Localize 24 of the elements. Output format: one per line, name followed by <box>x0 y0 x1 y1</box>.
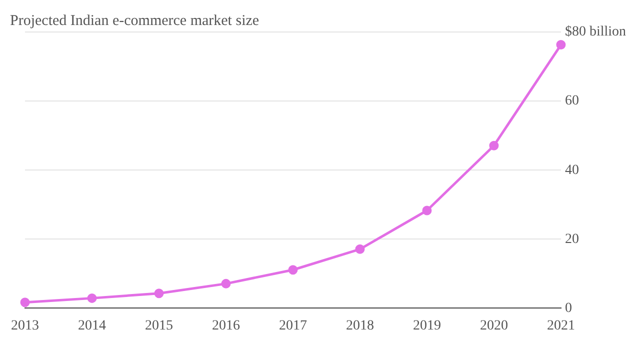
point <box>154 288 164 298</box>
x-tick-label: 2013 <box>11 318 39 334</box>
point <box>556 40 566 50</box>
x-tick-label: 2016 <box>212 318 240 334</box>
x-tick-label: 2017 <box>278 318 307 334</box>
y-tick-label: 20 <box>564 232 579 247</box>
x-tick-label: 2014 <box>78 318 106 334</box>
y-tick-label: $80 billion <box>564 24 626 40</box>
point <box>288 265 298 275</box>
point <box>20 298 30 308</box>
point <box>355 244 365 254</box>
y-tick-label: 60 <box>564 94 579 109</box>
x-tick-label: 2019 <box>412 318 441 334</box>
point <box>489 140 499 150</box>
x-tick-label: 2018 <box>346 318 374 334</box>
point <box>422 206 432 216</box>
point <box>221 278 231 288</box>
x-tick-label: 2021 <box>546 318 575 334</box>
chart-title: Projected Indian e-commerce market size <box>10 12 260 29</box>
x-tick-label: 2020 <box>480 318 508 334</box>
x-tick-label: 2015 <box>144 318 173 334</box>
point <box>87 293 97 303</box>
y-tick-label: 0 <box>564 300 572 316</box>
y-tick-label: 40 <box>564 162 579 178</box>
